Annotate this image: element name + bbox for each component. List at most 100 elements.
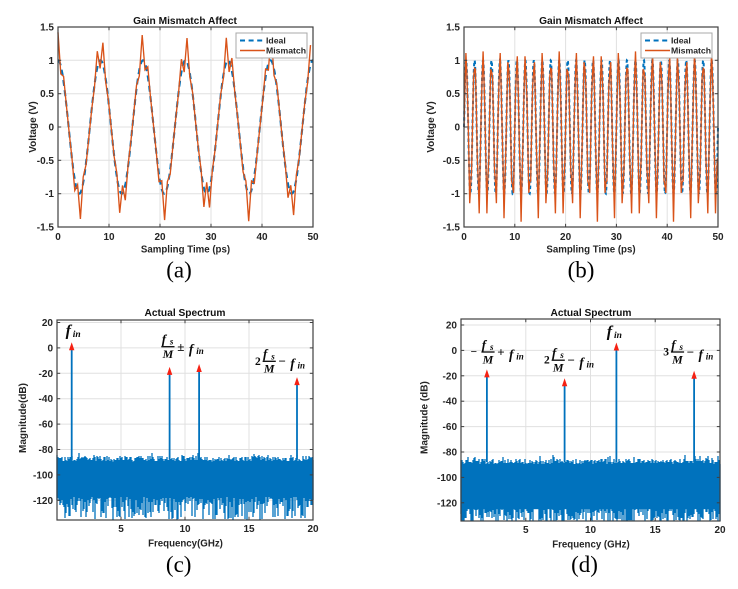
svg-text:Gain Mismatch Affect: Gain Mismatch Affect bbox=[133, 16, 237, 27]
svg-text:-1.5: -1.5 bbox=[443, 223, 461, 234]
svg-text:10: 10 bbox=[585, 525, 597, 536]
svg-text:Voltage (V): Voltage (V) bbox=[28, 101, 39, 152]
svg-text:-1: -1 bbox=[451, 189, 460, 200]
svg-text:0: 0 bbox=[451, 346, 457, 357]
svg-text:10: 10 bbox=[179, 524, 191, 535]
svg-text:f: f bbox=[699, 347, 705, 362]
svg-text:2: 2 bbox=[544, 355, 550, 367]
svg-text:f: f bbox=[290, 356, 296, 371]
svg-text:f: f bbox=[509, 347, 515, 362]
svg-text:-1.5: -1.5 bbox=[37, 223, 55, 234]
svg-text:±: ± bbox=[177, 339, 184, 354]
svg-text:0: 0 bbox=[55, 232, 61, 243]
svg-text:Actual Spectrum: Actual Spectrum bbox=[551, 308, 632, 319]
svg-text:Voltage (V): Voltage (V) bbox=[426, 101, 437, 152]
svg-text:50: 50 bbox=[307, 232, 319, 243]
svg-text:0: 0 bbox=[461, 232, 467, 243]
svg-text:−: − bbox=[687, 344, 694, 359]
svg-text:-100: -100 bbox=[437, 473, 457, 484]
svg-text:3: 3 bbox=[663, 347, 669, 359]
svg-text:Mismatch: Mismatch bbox=[671, 46, 711, 56]
svg-text:−: − bbox=[279, 354, 286, 369]
svg-text:in: in bbox=[298, 361, 306, 371]
svg-text:1: 1 bbox=[454, 56, 460, 67]
svg-text:in: in bbox=[516, 351, 524, 361]
svg-text:M: M bbox=[263, 362, 275, 376]
svg-text:in: in bbox=[587, 360, 595, 370]
svg-text:30: 30 bbox=[611, 232, 623, 243]
svg-text:10: 10 bbox=[509, 232, 521, 243]
svg-text:30: 30 bbox=[205, 232, 217, 243]
svg-text:Mismatch: Mismatch bbox=[266, 46, 306, 56]
svg-text:-1: -1 bbox=[45, 189, 54, 200]
svg-text:Sampling Time (ps): Sampling Time (ps) bbox=[546, 245, 635, 256]
svg-text:2: 2 bbox=[255, 356, 261, 368]
svg-text:1.5: 1.5 bbox=[40, 23, 54, 34]
svg-text:M: M bbox=[552, 361, 564, 375]
svg-text:s: s bbox=[679, 342, 684, 352]
svg-text:in: in bbox=[614, 331, 622, 341]
svg-text:Actual Spectrum: Actual Spectrum bbox=[145, 308, 226, 319]
svg-text:-40: -40 bbox=[39, 394, 54, 405]
svg-text:in: in bbox=[706, 351, 714, 361]
svg-text:20: 20 bbox=[307, 524, 319, 535]
svg-text:s: s bbox=[559, 350, 564, 360]
svg-text:Sampling Time (ps): Sampling Time (ps) bbox=[141, 245, 230, 256]
svg-text:s: s bbox=[489, 342, 494, 352]
svg-text:5: 5 bbox=[523, 525, 529, 536]
svg-text:+: + bbox=[497, 344, 504, 359]
svg-text:-60: -60 bbox=[443, 422, 458, 433]
svg-text:-20: -20 bbox=[39, 369, 54, 380]
svg-text:40: 40 bbox=[662, 232, 674, 243]
svg-text:-80: -80 bbox=[39, 445, 54, 456]
svg-text:20: 20 bbox=[446, 321, 458, 332]
svg-text:50: 50 bbox=[712, 232, 724, 243]
svg-text:f: f bbox=[66, 323, 73, 340]
svg-text:0: 0 bbox=[47, 343, 53, 354]
svg-text:10: 10 bbox=[103, 232, 115, 243]
svg-text:20: 20 bbox=[154, 232, 166, 243]
svg-text:-100: -100 bbox=[33, 470, 53, 481]
svg-text:-80: -80 bbox=[443, 448, 458, 459]
svg-text:1: 1 bbox=[48, 56, 54, 67]
svg-text:f: f bbox=[162, 332, 168, 347]
svg-text:Frequency(GHz): Frequency(GHz) bbox=[148, 539, 223, 550]
svg-text:s: s bbox=[270, 351, 275, 361]
svg-text:-60: -60 bbox=[39, 420, 54, 431]
svg-text:20: 20 bbox=[560, 232, 572, 243]
svg-text:0.5: 0.5 bbox=[40, 89, 54, 100]
svg-text:s: s bbox=[169, 337, 174, 347]
svg-text:M: M bbox=[482, 352, 494, 366]
svg-text:(b): (b) bbox=[568, 258, 595, 283]
svg-text:f: f bbox=[189, 342, 195, 357]
svg-text:f: f bbox=[671, 337, 677, 352]
svg-text:f: f bbox=[579, 355, 585, 370]
svg-text:15: 15 bbox=[650, 525, 662, 536]
svg-text:1.5: 1.5 bbox=[446, 23, 460, 34]
svg-text:15: 15 bbox=[243, 524, 255, 535]
svg-text:f: f bbox=[552, 345, 558, 360]
svg-text:5: 5 bbox=[118, 524, 124, 535]
svg-text:M: M bbox=[162, 347, 174, 361]
svg-text:20: 20 bbox=[714, 525, 726, 536]
svg-text:M: M bbox=[671, 352, 683, 366]
svg-text:in: in bbox=[196, 346, 204, 356]
svg-text:Gain Mismatch Affect: Gain Mismatch Affect bbox=[539, 16, 643, 27]
svg-text:(a): (a) bbox=[166, 258, 192, 283]
svg-text:(d): (d) bbox=[571, 552, 598, 577]
svg-text:Magnitude(dB): Magnitude(dB) bbox=[18, 383, 29, 453]
svg-text:−: − bbox=[470, 347, 477, 359]
svg-text:20: 20 bbox=[42, 318, 54, 329]
svg-text:f: f bbox=[482, 337, 488, 352]
svg-text:f: f bbox=[263, 346, 269, 361]
svg-text:Frequency (GHz): Frequency (GHz) bbox=[552, 540, 630, 551]
svg-text:in: in bbox=[73, 330, 81, 340]
svg-text:0: 0 bbox=[48, 123, 54, 134]
svg-text:Magnitude (dB): Magnitude (dB) bbox=[419, 381, 430, 454]
svg-text:0.5: 0.5 bbox=[446, 89, 460, 100]
svg-text:-20: -20 bbox=[443, 371, 458, 382]
svg-text:Ideal: Ideal bbox=[266, 36, 286, 46]
svg-text:-120: -120 bbox=[33, 496, 53, 507]
svg-text:f: f bbox=[607, 324, 614, 341]
svg-text:-40: -40 bbox=[443, 397, 458, 408]
